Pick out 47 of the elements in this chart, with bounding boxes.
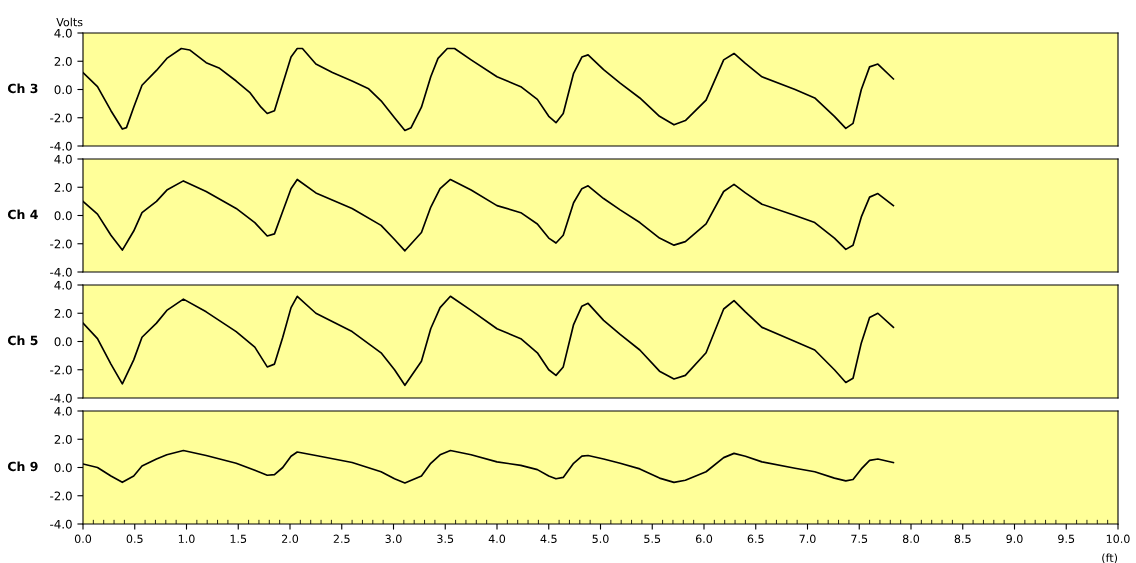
text: Volts xyxy=(56,17,83,27)
y-tick-label: 4.0 xyxy=(54,406,72,416)
y-tick-label: -2.0 xyxy=(50,491,72,501)
x-tick-label: 5.0 xyxy=(592,534,609,544)
y-tick-label: -4.0 xyxy=(50,519,72,529)
y-tick-label: 4.0 xyxy=(54,280,72,290)
x-tick-label: 4.0 xyxy=(488,534,506,544)
y-tick-label: -4.0 xyxy=(50,141,72,151)
y-tick-label: -2.0 xyxy=(50,365,72,375)
y-tick-label: 4.0 xyxy=(54,28,72,38)
x-tick-label: 3.5 xyxy=(437,534,454,544)
x-tick-label: 4.5 xyxy=(540,534,557,544)
y-axis-title: Ch 3 xyxy=(7,83,38,94)
y-axis-title: Ch 5 xyxy=(7,335,38,346)
y-tick-label: 2.0 xyxy=(54,182,72,192)
x-tick-label: 2.0 xyxy=(281,534,299,544)
x-tick-label: 9.5 xyxy=(1058,534,1075,544)
x-tick-label: 6.5 xyxy=(747,534,764,544)
y-tick-label: 0.0 xyxy=(54,337,72,347)
y-tick-label: 0.0 xyxy=(54,85,72,95)
x-tick-label: 0.5 xyxy=(126,534,143,544)
y-tick-label: -4.0 xyxy=(50,393,72,403)
x-tick-label: 1.0 xyxy=(178,534,195,544)
x-tick-label: 0.0 xyxy=(74,534,92,544)
x-tick-label: 1.5 xyxy=(230,534,247,544)
x-tick-label: 5.5 xyxy=(644,534,661,544)
x-tick-label: 7.0 xyxy=(799,534,816,544)
x-tick-label: 2.5 xyxy=(333,534,350,544)
y-tick-label: 2.0 xyxy=(54,56,72,66)
y-tick-label: 0.0 xyxy=(54,463,72,473)
x-tick-label: 8.0 xyxy=(902,534,920,544)
y-tick-label: -4.0 xyxy=(50,267,72,277)
y-tick-label: -2.0 xyxy=(50,113,72,123)
x-tick-label: 3.0 xyxy=(385,534,402,544)
x-tick-label: 6.0 xyxy=(695,534,713,544)
x-tick-label: 10.0 xyxy=(1106,534,1130,544)
y-tick-label: 2.0 xyxy=(54,434,72,444)
y-tick-label: 2.0 xyxy=(54,308,72,318)
y-tick-label: 0.0 xyxy=(54,211,72,221)
y-tick-label: 4.0 xyxy=(54,154,72,164)
y-axis-title: Ch 4 xyxy=(7,209,38,220)
y-axis-title: Ch 9 xyxy=(7,461,38,472)
y-tick-label: -2.0 xyxy=(50,239,72,249)
x-tick-label: 7.5 xyxy=(851,534,868,544)
x-tick-label: 8.5 xyxy=(954,534,971,544)
x-axis-title: (ft) xyxy=(1102,553,1118,563)
x-tick-label: 9.0 xyxy=(1006,534,1023,544)
